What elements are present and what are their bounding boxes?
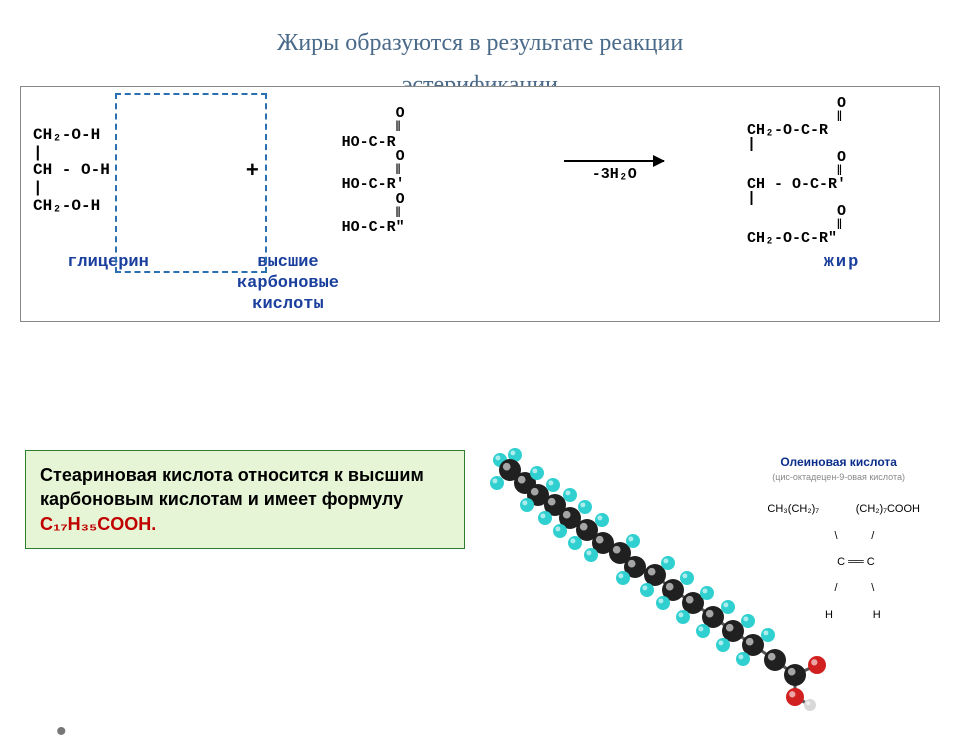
label-glycerol: глицерин [33,252,183,316]
plus-sign: + [240,159,265,184]
stearic-formula: C₁₇H₃₅COOH. [40,514,156,534]
label-fat: жир [757,252,927,316]
page-title: Жиры образуются в результате реакции [0,30,960,57]
reaction-arrow: -3H₂O [558,160,670,183]
stearic-acid-note: Стеариновая кислота относится к высшим к… [25,450,465,549]
oleic-3d-model [475,445,835,735]
arrow-byproduct: -3H₂O [592,166,637,183]
label-acids: высшие карбоновые кислоты [183,252,393,316]
reaction-row: CH₂-O-H | CH - O-H | CH₂-O-H + O ‖ HO-C-… [33,97,927,246]
fat-structure: O ‖ CH₂-O-C-R | O ‖ CH - O-C-R' | O ‖ CH… [747,97,927,246]
arrow-line [564,160,664,162]
stearic-text: Стеариновая кислота относится к высшим к… [40,465,424,509]
fatty-acids-structure: O ‖ HO-C-R O ‖ HO-C-R' O ‖ HO-C-R" [342,107,482,235]
glycerol-structure: CH₂-O-H | CH - O-H | CH₂-O-H [33,127,163,215]
reaction-equation-box: CH₂-O-H | CH - O-H | CH₂-O-H + O ‖ HO-C-… [20,86,940,322]
reaction-labels-row: глицерин высшие карбоновые кислоты жир [33,252,927,316]
oleic-acid-area: Олеиновая кислота (цис-октадецен-9-овая … [475,435,945,735]
